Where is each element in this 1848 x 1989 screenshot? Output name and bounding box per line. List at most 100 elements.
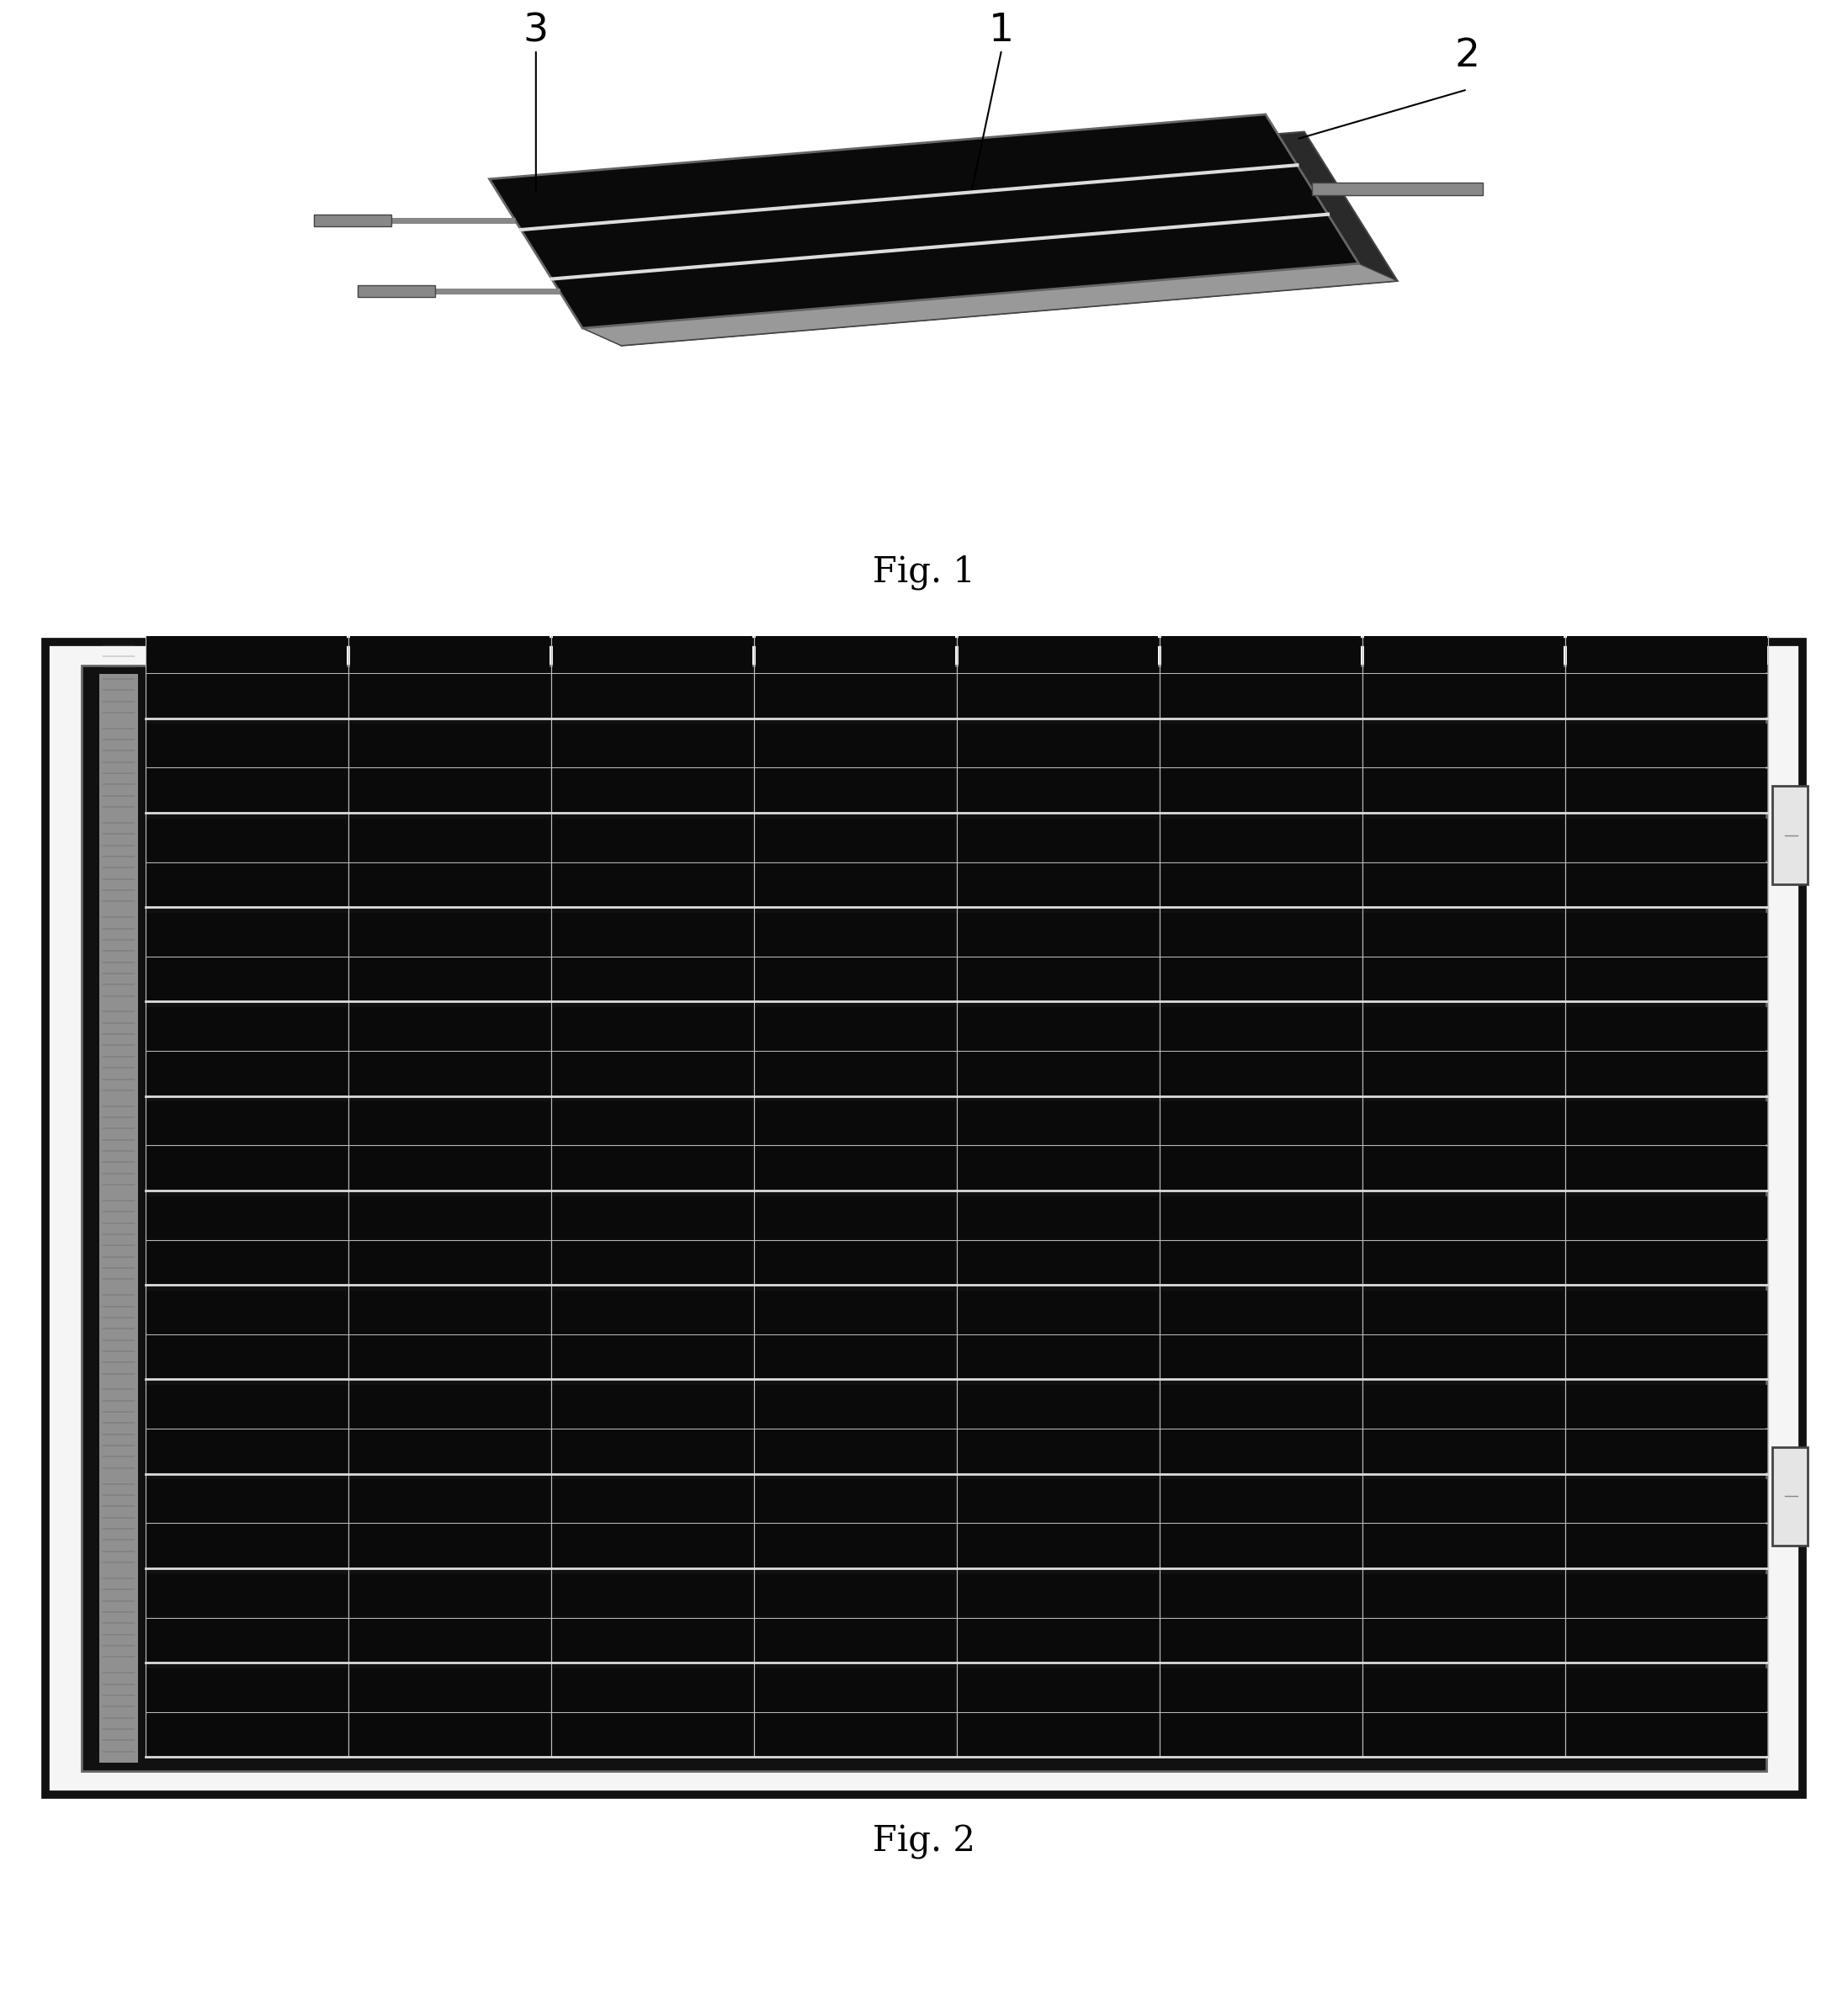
Bar — [349, 1480, 549, 1522]
Bar — [349, 1241, 549, 1283]
Bar — [959, 957, 1159, 1000]
Bar — [349, 1713, 549, 1756]
Bar — [959, 1102, 1159, 1144]
Bar — [146, 1384, 346, 1428]
Text: 3: 3 — [523, 12, 549, 50]
Bar — [553, 1006, 752, 1050]
Bar — [146, 1146, 346, 1189]
Bar — [1161, 629, 1360, 672]
Bar — [959, 629, 1159, 672]
Bar — [1364, 1524, 1563, 1567]
Bar — [553, 1713, 752, 1756]
Bar — [553, 1146, 752, 1189]
Bar — [146, 957, 346, 1000]
Bar — [349, 1573, 549, 1617]
Bar — [1567, 817, 1767, 861]
Bar — [553, 768, 752, 812]
Bar — [349, 629, 549, 672]
Bar — [146, 1291, 346, 1333]
Bar — [553, 1335, 752, 1378]
Bar — [1772, 786, 1807, 885]
Bar — [959, 724, 1159, 766]
Text: 2: 2 — [1454, 36, 1480, 76]
Bar — [1567, 629, 1767, 672]
Bar — [756, 1241, 955, 1283]
Bar — [1161, 1102, 1360, 1144]
Bar — [1364, 1619, 1563, 1661]
Bar — [1567, 1006, 1767, 1050]
Bar — [1567, 1384, 1767, 1428]
Bar — [553, 724, 752, 766]
Bar — [756, 1573, 955, 1617]
Bar — [756, 629, 955, 672]
Bar — [756, 724, 955, 766]
Bar — [1567, 674, 1767, 718]
Bar — [553, 1669, 752, 1711]
Bar — [1161, 1195, 1360, 1239]
Bar — [1567, 1619, 1767, 1661]
Bar — [553, 1384, 752, 1428]
Bar — [349, 1146, 549, 1189]
Bar — [146, 1052, 346, 1094]
Bar — [1161, 957, 1360, 1000]
Bar — [756, 1384, 955, 1428]
Polygon shape — [490, 179, 621, 346]
Bar — [349, 863, 549, 905]
Bar — [1161, 863, 1360, 905]
Bar — [1567, 1241, 1767, 1283]
Bar — [959, 1052, 1159, 1094]
Bar — [1161, 724, 1360, 766]
Bar — [1364, 1480, 1563, 1522]
Bar — [349, 768, 549, 812]
Bar — [1364, 817, 1563, 861]
Bar — [756, 863, 955, 905]
Bar — [959, 1573, 1159, 1617]
Bar — [553, 1430, 752, 1472]
Bar — [349, 1052, 549, 1094]
Bar — [553, 674, 752, 718]
Bar — [349, 1195, 549, 1239]
Bar — [756, 1480, 955, 1522]
Bar — [146, 1480, 346, 1522]
Bar — [553, 1241, 752, 1283]
Bar — [959, 1524, 1159, 1567]
Bar — [959, 1430, 1159, 1472]
Bar — [146, 863, 346, 905]
Bar — [1364, 1573, 1563, 1617]
Bar — [756, 1291, 955, 1333]
Bar — [756, 1430, 955, 1472]
Bar — [146, 768, 346, 812]
Bar — [349, 674, 549, 718]
Bar — [553, 1619, 752, 1661]
Bar — [349, 1291, 549, 1333]
Bar — [1567, 1669, 1767, 1711]
Bar — [1567, 1573, 1767, 1617]
Bar — [1567, 1480, 1767, 1522]
Bar — [756, 1146, 955, 1189]
Bar — [756, 817, 955, 861]
Bar — [1567, 913, 1767, 955]
Bar — [1161, 1524, 1360, 1567]
Bar — [1567, 1102, 1767, 1144]
Bar — [1364, 1006, 1563, 1050]
Bar — [146, 1524, 346, 1567]
Bar — [1567, 957, 1767, 1000]
Bar — [959, 1713, 1159, 1756]
Bar — [146, 1669, 346, 1711]
Bar — [1364, 1713, 1563, 1756]
Bar — [1567, 1052, 1767, 1094]
Bar — [959, 1384, 1159, 1428]
Bar — [1161, 913, 1360, 955]
Bar — [959, 1335, 1159, 1378]
Bar — [756, 674, 955, 718]
Bar — [959, 913, 1159, 955]
Bar — [1161, 1384, 1360, 1428]
Bar — [1567, 1335, 1767, 1378]
Bar — [349, 1335, 549, 1378]
Bar — [1161, 1335, 1360, 1378]
Bar — [959, 1146, 1159, 1189]
Bar — [1364, 1195, 1563, 1239]
Bar — [1364, 1241, 1563, 1283]
Bar — [1772, 1446, 1807, 1545]
Bar — [1567, 1430, 1767, 1472]
